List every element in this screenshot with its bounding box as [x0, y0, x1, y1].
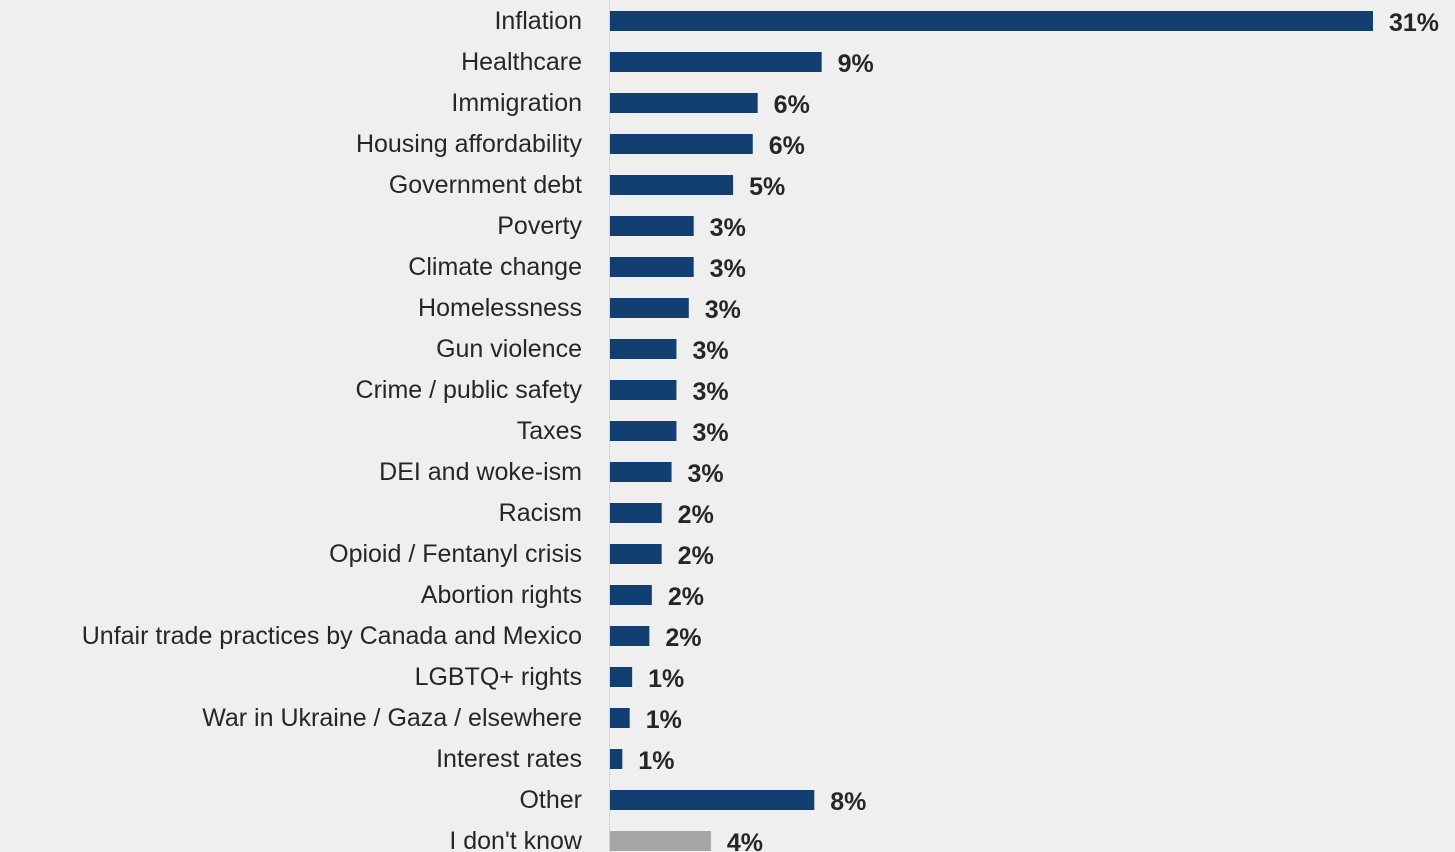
value-label-i-don-t-know: 4% [727, 829, 763, 852]
value-label-war-in-ukraine-gaza-elsewhere: 1% [646, 706, 682, 734]
value-label-taxes: 3% [692, 419, 728, 447]
bar-i-don-t-know [610, 831, 711, 851]
bar-taxes [610, 421, 677, 441]
bar-racism [610, 503, 662, 523]
category-label-i-don-t-know: I don't know [449, 827, 583, 852]
category-label-homelessness: Homelessness [418, 294, 582, 322]
bar-lgbtq-rights [610, 667, 633, 687]
bar-homelessness [610, 298, 689, 318]
value-label-healthcare: 9% [838, 50, 874, 78]
bar-housing-affordability [610, 134, 753, 154]
value-label-homelessness: 3% [705, 296, 741, 324]
value-label-housing-affordability: 6% [769, 132, 805, 160]
value-label-dei-and-woke-ism: 3% [688, 460, 724, 488]
value-label-poverty: 3% [710, 214, 746, 242]
bar-war-in-ukraine-gaza-elsewhere [610, 708, 630, 728]
value-label-climate-change: 3% [710, 255, 746, 283]
bar-inflation [610, 11, 1373, 31]
category-labels-group: Inflation Healthcare Immigration Housing af… [82, 7, 583, 852]
value-label-gun-violence: 3% [692, 337, 728, 365]
bar-poverty [610, 216, 694, 236]
category-label-racism: Racism [499, 499, 582, 527]
category-label-crime-public-safety: Crime / public safety [356, 376, 583, 404]
category-label-housing-affordability: Housing affordability [356, 130, 583, 158]
value-label-inflation: 31% [1389, 9, 1439, 37]
bar-immigration [610, 93, 758, 113]
bar-unfair-trade-practices-by-canada-and-mexico [610, 626, 650, 646]
bar-opioid-fentanyl-crisis [610, 544, 662, 564]
value-labels-group: 31%9%6%6%5%3%3%3%3%3%3%3%2%2%2%2%1%1%1%8… [638, 9, 1439, 852]
bars-group [610, 11, 1373, 851]
category-label-unfair-trade-practices-by-canada-and-mexico: Unfair trade practices by Canada and Mex… [82, 622, 582, 650]
value-label-interest-rates: 1% [638, 747, 674, 775]
bar-gun-violence [610, 339, 677, 359]
value-label-government-debt: 5% [749, 173, 785, 201]
category-label-interest-rates: Interest rates [436, 745, 582, 773]
category-label-taxes: Taxes [517, 417, 582, 445]
bar-other [610, 790, 815, 810]
category-label-poverty: Poverty [497, 212, 582, 240]
bar-dei-and-woke-ism [610, 462, 672, 482]
category-label-dei-and-woke-ism: DEI and woke-ism [379, 458, 582, 486]
category-label-opioid-fentanyl-crisis: Opioid / Fentanyl crisis [329, 540, 582, 568]
category-label-gun-violence: Gun violence [436, 335, 582, 363]
value-label-unfair-trade-practices-by-canada-and-mexico: 2% [665, 624, 701, 652]
category-label-war-in-ukraine-gaza-elsewhere: War in Ukraine / Gaza / elsewhere [202, 704, 582, 732]
value-label-opioid-fentanyl-crisis: 2% [678, 542, 714, 570]
value-label-racism: 2% [678, 501, 714, 529]
value-label-immigration: 6% [774, 91, 810, 119]
value-label-other: 8% [830, 788, 866, 816]
category-label-inflation: Inflation [494, 7, 582, 35]
bar-government-debt [610, 175, 734, 195]
category-label-immigration: Immigration [451, 89, 582, 117]
category-label-lgbtq-rights: LGBTQ+ rights [415, 663, 582, 691]
category-label-climate-change: Climate change [408, 253, 582, 281]
value-label-crime-public-safety: 3% [692, 378, 728, 406]
bar-crime-public-safety [610, 380, 677, 400]
category-label-healthcare: Healthcare [461, 48, 582, 76]
category-label-abortion-rights: Abortion rights [421, 581, 582, 609]
bar-climate-change [610, 257, 694, 277]
bar-abortion-rights [610, 585, 652, 605]
bar-healthcare [610, 52, 822, 72]
value-label-abortion-rights: 2% [668, 583, 704, 611]
bar-interest-rates [610, 749, 623, 769]
category-label-government-debt: Government debt [389, 171, 582, 199]
category-label-other: Other [519, 786, 582, 814]
value-label-lgbtq-rights: 1% [648, 665, 684, 693]
